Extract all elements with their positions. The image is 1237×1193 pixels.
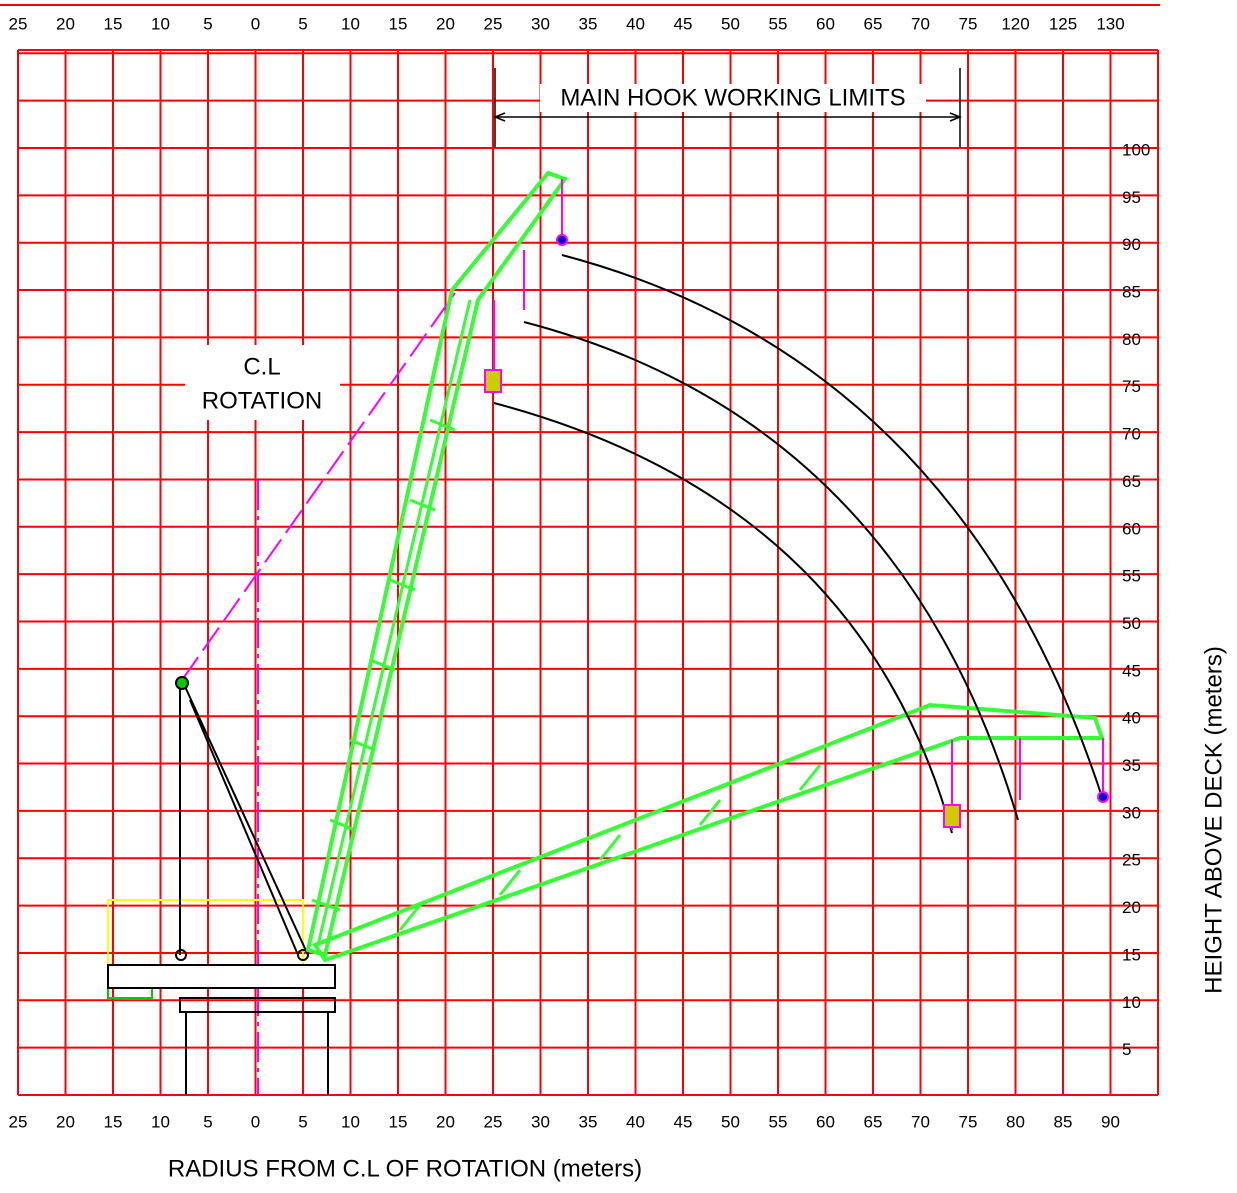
bottom-scale-label: 0 xyxy=(251,1112,260,1131)
top-scale-label: 125 xyxy=(1049,14,1077,33)
right-scale-label: 90 xyxy=(1122,235,1141,254)
right-scale-label: 40 xyxy=(1122,709,1141,728)
top-scale-label: 50 xyxy=(721,14,740,33)
right-scale-label: 75 xyxy=(1122,377,1141,396)
bottom-scale-label: 60 xyxy=(816,1112,835,1131)
bottom-scale-label: 15 xyxy=(389,1112,408,1131)
bottom-scale-label: 75 xyxy=(959,1112,978,1131)
grid xyxy=(17,49,1159,1096)
bottom-scale-label: 65 xyxy=(864,1112,883,1131)
bottom-scale-label: 50 xyxy=(721,1112,740,1131)
bottom-scale-label: 15 xyxy=(104,1112,123,1131)
bottom-scale-label: 70 xyxy=(911,1112,930,1131)
top-scale-label: 25 xyxy=(9,14,28,33)
y-axis-title: HEIGHT ABOVE DECK (meters) xyxy=(1200,646,1227,994)
crane-base xyxy=(107,676,336,1095)
rotation-label: C.L xyxy=(243,353,280,380)
top-scale-label: 10 xyxy=(151,14,170,33)
pendant-line xyxy=(181,292,456,681)
bottom-scale-label: 10 xyxy=(151,1112,170,1131)
right-scale-label: 85 xyxy=(1122,283,1141,302)
hook-arcs xyxy=(493,254,1104,834)
right-scale-label: 55 xyxy=(1122,567,1141,586)
right-scale-label: 15 xyxy=(1122,945,1141,964)
top-scale-label: 130 xyxy=(1096,14,1124,33)
bottom-scale-label: 90 xyxy=(1101,1112,1120,1131)
right-scale-label: 10 xyxy=(1122,993,1141,1012)
top-scale-label: 40 xyxy=(626,14,645,33)
top-scale-label: 120 xyxy=(1001,14,1029,33)
top-scale-label: 5 xyxy=(203,14,212,33)
bottom-scale-label: 55 xyxy=(769,1112,788,1131)
right-scale-label: 30 xyxy=(1122,803,1141,822)
top-scale-label: 35 xyxy=(579,14,598,33)
top-scale-label: 60 xyxy=(816,14,835,33)
boom-raised xyxy=(305,170,569,958)
bottom-scale-label: 20 xyxy=(436,1112,455,1131)
bottom-scale-label: 80 xyxy=(1006,1112,1025,1131)
right-scale-label: 45 xyxy=(1122,661,1141,680)
top-scale-label: 20 xyxy=(56,14,75,33)
top-scale-label: 30 xyxy=(531,14,550,33)
top-scale-label: 65 xyxy=(864,14,883,33)
bottom-scale-label: 20 xyxy=(56,1112,75,1131)
bottom-scale-label: 35 xyxy=(579,1112,598,1131)
right-scale-label: 35 xyxy=(1122,756,1141,775)
bottom-scale-label: 10 xyxy=(341,1112,360,1131)
rotation-label: ROTATION xyxy=(202,387,322,414)
label-bg xyxy=(185,345,340,420)
top-scale-label: 15 xyxy=(389,14,408,33)
right-scale-label: 25 xyxy=(1122,851,1141,870)
bottom-scale-label: 40 xyxy=(626,1112,645,1131)
x-axis-title: RADIUS FROM C.L OF ROTATION (meters) xyxy=(168,1155,642,1182)
right-scale-label: 50 xyxy=(1122,614,1141,633)
right-scale-label: 95 xyxy=(1122,188,1141,207)
bottom-scale-label: 25 xyxy=(484,1112,503,1131)
working-limits-label: MAIN HOOK WORKING LIMITS xyxy=(560,84,905,111)
right-scale-label: 70 xyxy=(1122,425,1141,444)
right-scale-label: 80 xyxy=(1122,330,1141,349)
bottom-scale-label: 30 xyxy=(531,1112,550,1131)
top-scale-label: 20 xyxy=(436,14,455,33)
right-scale-label: 60 xyxy=(1122,519,1141,538)
top-scale-label: 45 xyxy=(674,14,693,33)
right-scale-label: 65 xyxy=(1122,472,1141,491)
right-scale-label: 5 xyxy=(1122,1040,1131,1059)
top-scale-label: 5 xyxy=(298,14,307,33)
boom-lowered xyxy=(311,702,1105,963)
bottom-scale-label: 85 xyxy=(1054,1112,1073,1131)
right-scale-label: 100 xyxy=(1122,140,1150,159)
top-scale-label: 10 xyxy=(341,14,360,33)
label-bg xyxy=(540,84,926,112)
bottom-scale-label: 5 xyxy=(203,1112,212,1131)
top-scale-label: 0 xyxy=(251,14,260,33)
bottom-scale-label: 25 xyxy=(9,1112,28,1131)
right-scale-label: 20 xyxy=(1122,898,1141,917)
working-limits-dimension xyxy=(492,68,963,148)
hooks xyxy=(484,179,1109,830)
top-scale-label: 75 xyxy=(959,14,978,33)
bottom-scale-label: 5 xyxy=(298,1112,307,1131)
top-scale-label: 55 xyxy=(769,14,788,33)
bottom-scale-label: 45 xyxy=(674,1112,693,1131)
top-scale-label: 25 xyxy=(484,14,503,33)
top-scale-label: 70 xyxy=(911,14,930,33)
top-scale-label: 15 xyxy=(104,14,123,33)
